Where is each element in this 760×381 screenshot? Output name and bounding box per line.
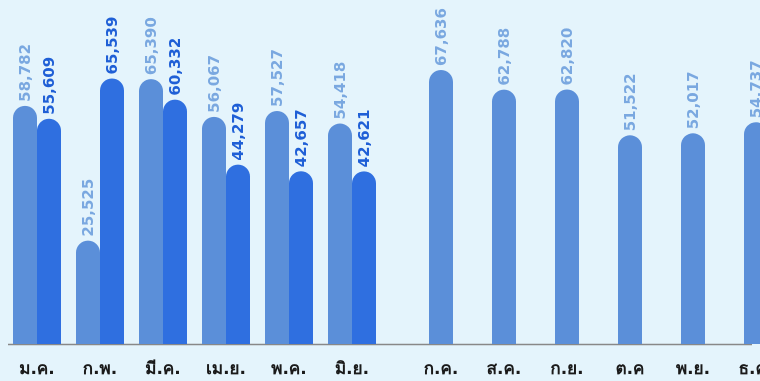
data-label-series2: 44,279 [229,103,247,161]
bar-series1 [618,135,642,344]
data-label-series2: 42,621 [355,109,373,167]
bar-series2 [163,99,187,345]
bar-series1 [13,105,37,344]
data-label-series2: 65,539 [103,17,121,75]
x-tick-label: ก.ย. [550,359,583,379]
data-label-series2: 42,657 [292,109,310,167]
data-label-series1: 58,782 [16,44,34,102]
data-label-series1: 62,820 [558,28,576,86]
x-tick-label: ธ.ค. [739,359,760,379]
bar-series1 [492,89,516,345]
bar-series2 [289,171,313,344]
data-label-series1: 65,390 [142,17,160,75]
x-tick-label: ต.ค [616,359,645,379]
bar-series1 [744,122,760,344]
data-label-series2: 60,332 [166,38,184,96]
data-label-series1: 67,636 [432,8,450,66]
data-label-series1: 51,522 [621,73,639,131]
data-label-series1: 57,527 [268,49,286,107]
bar-series2 [352,171,376,344]
bar-series1 [265,110,289,344]
bar-series1 [555,89,579,344]
data-label-series1: 54,418 [331,62,349,120]
x-tick-label: ก.ค. [424,359,459,379]
data-label-series1: 62,788 [495,28,513,86]
bar-series1 [202,116,226,344]
data-label-series1: 25,525 [79,179,97,237]
bar-series1 [681,133,705,344]
data-label-series1: 56,067 [205,55,223,113]
data-label-series1: 54,737 [747,60,760,118]
bar-series2 [37,118,61,344]
bar-series2 [226,164,250,344]
bar-series1 [328,123,352,344]
x-tick-label: ก.พ. [83,359,117,379]
x-tick-label: ม.ค. [19,359,55,379]
bar-series1 [76,240,100,344]
x-tick-label: เม.ย. [206,359,246,379]
x-tick-label: พ.ค. [271,359,307,379]
bar-series2 [100,78,124,344]
x-tick-label: ส.ค. [487,359,522,379]
x-tick-label: มี.ค. [145,358,181,379]
x-tick-label: พ.ย. [676,359,710,379]
data-label-series2: 55,609 [40,57,58,115]
bar-series1 [139,79,163,345]
data-label-series1: 52,017 [684,71,702,129]
x-tick-label: มิ.ย. [335,359,369,379]
bar-series1 [429,70,453,344]
